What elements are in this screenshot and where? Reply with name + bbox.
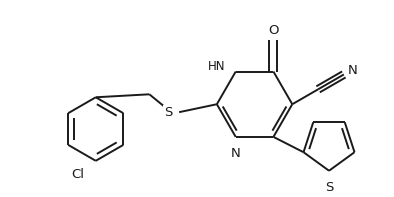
Text: S: S: [325, 181, 333, 194]
Text: N: N: [231, 147, 241, 160]
Text: O: O: [268, 24, 279, 37]
Text: HN: HN: [208, 60, 226, 73]
Text: Cl: Cl: [71, 168, 84, 181]
Text: S: S: [164, 106, 172, 119]
Text: N: N: [348, 64, 358, 77]
